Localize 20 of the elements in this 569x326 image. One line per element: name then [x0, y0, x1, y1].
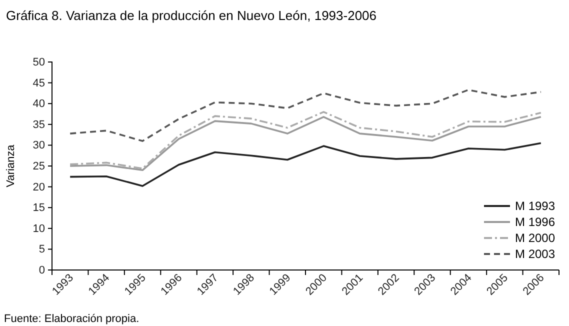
legend-label: M 2000 — [515, 231, 556, 246]
y-tick-label: 30 — [32, 140, 45, 152]
chart-title: Gráfica 8. Varianza de la producción en Nuevo León, 1993-2006 — [6, 8, 377, 23]
line-series — [69, 142, 542, 187]
y-tick-label: 5 — [38, 244, 45, 256]
y-axis-title: Varianza — [5, 144, 17, 188]
legend-label: M 1993 — [515, 199, 556, 214]
legend-label: M 1996 — [515, 215, 556, 230]
legend-label: M 2003 — [515, 247, 556, 262]
y-tick-label: 45 — [32, 77, 45, 90]
line-series — [69, 88, 542, 142]
y-tick-label: 0 — [38, 264, 45, 277]
y-tick-label: 50 — [32, 56, 45, 69]
y-tick-label: 40 — [32, 98, 45, 110]
y-tick-label: 35 — [32, 118, 45, 131]
y-tick-label: 10 — [32, 222, 45, 235]
y-tick-label: 20 — [32, 181, 45, 194]
y-tick-label: 25 — [32, 160, 45, 173]
y-tick-label: 15 — [32, 202, 45, 214]
source-note: Fuente: Elaboración propia. — [4, 313, 140, 325]
